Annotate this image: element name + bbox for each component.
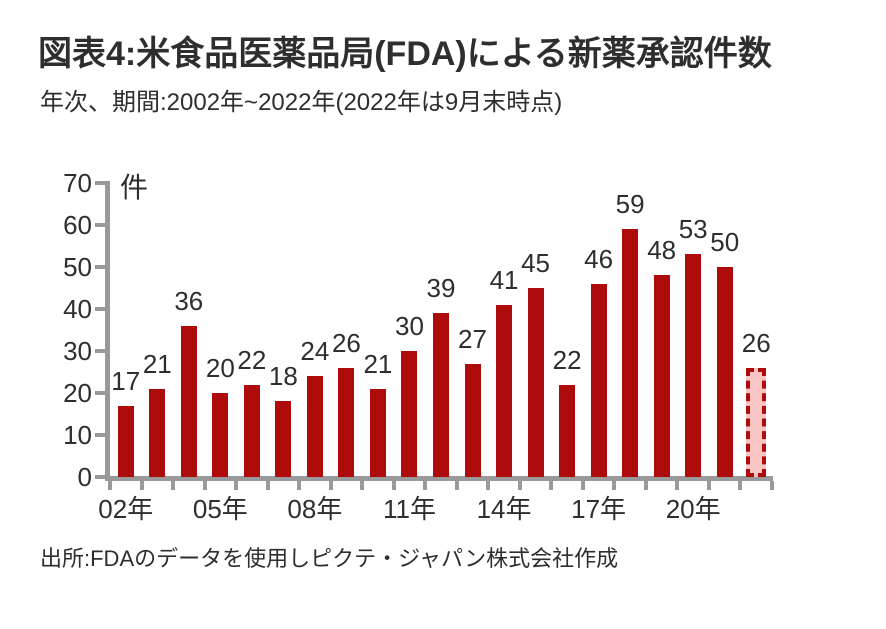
bar-value-label: 22 [237,344,267,375]
bar-value-label: 46 [584,243,614,274]
y-axis-unit-label: 件 [120,172,149,203]
bar-value-label: 36 [174,285,204,316]
bar-2010 [369,388,386,477]
x-axis-tick [423,481,428,490]
bar-2014 [496,304,513,477]
bar-2012 [433,313,449,477]
bar-2003 [149,388,166,477]
x-axis-tick [517,481,522,490]
y-axis-tick [95,223,105,227]
bar-value-label: 20 [205,353,235,383]
y-axis-label: 40 [63,294,92,324]
bar-value-label: 59 [615,189,645,220]
bar-2021 [716,267,733,477]
x-axis-tick [643,481,648,490]
bar-value-label: 24 [300,336,330,367]
x-axis-label: 05年 [192,494,248,524]
y-axis-label: 10 [63,420,92,450]
y-axis-tick [95,433,105,437]
y-axis-line [105,181,110,481]
bar-2009 [338,367,355,477]
bar-2019 [653,275,670,477]
bar-value-label: 41 [489,264,519,295]
bar-2004 [180,325,197,477]
bar-value-label: 26 [741,327,771,358]
x-axis-tick [360,481,365,490]
bar-2005 [212,393,229,477]
chart-title: 図表4:米食品医薬品局(FDA)による新薬承認件数 [38,35,772,73]
y-axis-label: 20 [63,378,92,408]
x-axis-tick [612,481,617,490]
source-note: 出所:FDAのデータを使用しピクテ・ジャパン株式会社作成 [40,546,619,571]
y-axis-label: 60 [63,210,92,240]
x-axis-label: 14年 [476,494,532,524]
y-axis-label: 0 [77,462,92,492]
bar-2016 [559,384,576,477]
x-axis-label: 20年 [665,494,721,524]
chart-subtitle: 年次、期間:2002年~2022年(2022年は9月末時点) [40,89,563,116]
x-axis-label: 08年 [287,494,343,524]
bar-2008 [306,376,323,477]
y-axis-tick [95,475,105,479]
x-axis-tick [139,481,144,490]
y-axis-tick [95,349,105,353]
y-axis-tick [95,307,105,311]
bar-value-label: 21 [363,348,393,379]
x-axis-tick [486,481,491,490]
bar-2002 [117,405,134,477]
x-axis-tick [265,481,270,490]
y-axis-label: 70 [63,168,92,198]
bar-value-label: 26 [331,327,361,358]
x-axis-tick [580,481,585,490]
x-axis-tick [328,481,333,490]
bar-2022 [746,367,767,477]
bar-value-label: 18 [268,361,298,392]
y-axis-tick [95,181,105,185]
bar-2013 [464,363,481,477]
bar-2017 [590,283,607,477]
x-axis-tick [738,481,743,490]
bar-2007 [275,401,292,477]
y-axis-label: 30 [63,336,92,366]
x-axis-label: 02年 [98,494,154,524]
x-axis-tick [454,481,459,490]
bar-2018 [622,229,639,477]
x-axis-tick [770,481,774,490]
x-axis-tick [297,481,302,490]
y-axis-label: 50 [63,252,92,282]
bar-value-label: 48 [647,235,677,266]
x-axis-tick [171,481,176,490]
bar-value-label: 50 [710,227,740,257]
bar-2020 [685,254,702,477]
y-axis-tick [95,391,105,395]
bar-value-label: 30 [395,311,424,341]
bar-value-label: 21 [142,348,172,379]
bar-value-label: 39 [426,273,456,304]
x-axis-tick [108,481,112,490]
bar-value-label: 45 [521,248,551,278]
bar-2006 [243,384,260,477]
x-axis-tick [391,481,396,490]
x-axis-label: 11年 [382,494,436,524]
x-axis-tick [706,481,711,490]
x-axis-tick [234,481,239,490]
x-axis-tick [202,481,207,490]
x-axis-line [105,476,773,481]
bar-2011 [401,351,418,477]
bar-2015 [527,288,544,477]
bar-value-label: 17 [111,365,141,396]
x-axis-label: 17年 [571,494,627,524]
x-axis-tick [675,481,680,490]
bar-value-label: 22 [552,344,582,375]
x-axis-tick [549,481,554,490]
bar-value-label: 27 [458,323,487,354]
y-axis-tick [95,265,105,269]
bar-value-label: 53 [678,214,708,245]
